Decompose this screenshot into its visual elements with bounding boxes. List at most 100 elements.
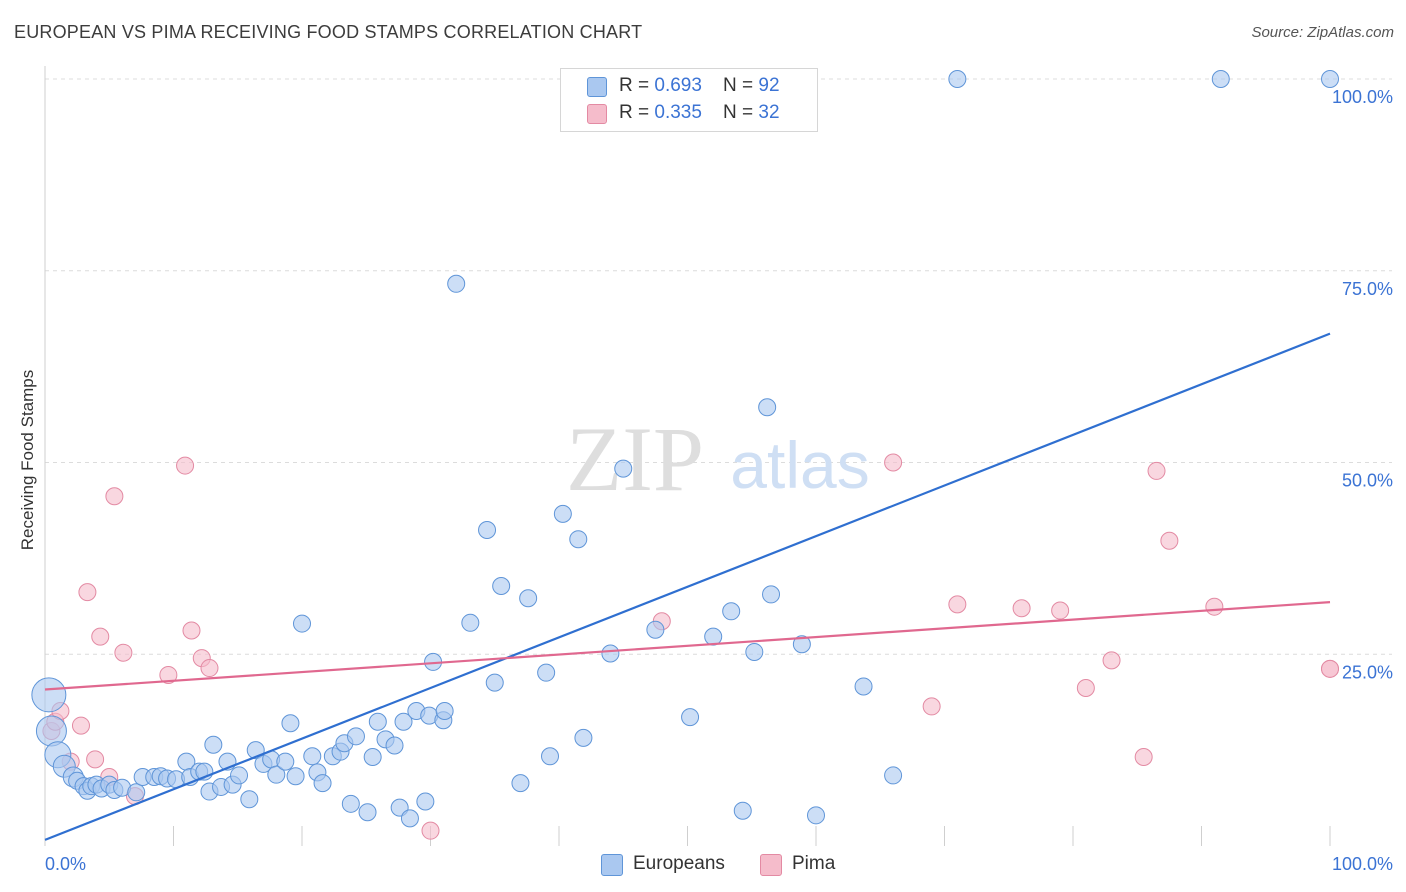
- pima-point: [1076, 678, 1095, 697]
- europeans-point: [435, 702, 454, 721]
- pima-point: [1205, 597, 1224, 616]
- europeans-point: [537, 663, 556, 682]
- europeans-point: [127, 783, 146, 802]
- europeans-point: [519, 589, 538, 608]
- europeans-point: [400, 809, 419, 828]
- pima-point: [1012, 599, 1031, 618]
- europeans-point: [363, 748, 382, 767]
- y-tick-label: 50.0%: [1342, 471, 1393, 491]
- europeans-point: [541, 747, 560, 766]
- europeans-point: [313, 774, 332, 793]
- europeans-point: [614, 459, 633, 478]
- europeans-point: [31, 677, 67, 713]
- europeans-point: [511, 774, 530, 793]
- europeans-legend-swatch: [601, 854, 623, 876]
- europeans-trend-line: [44, 332, 1331, 841]
- x-tick-label: 100.0%: [1332, 854, 1393, 874]
- y-axis-label-wrap: Receiving Food Stamps: [14, 260, 42, 660]
- europeans-point: [394, 712, 413, 731]
- europeans-point: [230, 766, 249, 785]
- europeans-point: [286, 767, 305, 786]
- pima-point: [1321, 659, 1339, 678]
- pima-point: [421, 821, 440, 840]
- europeans-point: [416, 792, 435, 811]
- europeans-point: [35, 715, 67, 747]
- pima-point: [91, 627, 110, 646]
- europeans-point: [341, 794, 360, 813]
- source-credit: Source: ZipAtlas.com: [1251, 24, 1394, 41]
- europeans-point: [461, 613, 480, 632]
- europeans-n-value: 92: [758, 75, 780, 96]
- europeans-point: [267, 765, 286, 784]
- pima-point: [71, 716, 90, 735]
- pima-point: [86, 750, 105, 769]
- y-tick-label: 100.0%: [1332, 87, 1393, 107]
- pima-point: [1102, 651, 1121, 670]
- europeans-point: [733, 801, 752, 820]
- europeans-point: [758, 398, 777, 417]
- europeans-point: [276, 752, 295, 771]
- pima-point: [948, 595, 967, 614]
- europeans-point: [478, 520, 497, 539]
- europeans-point: [385, 736, 404, 755]
- pima-swatch: [587, 104, 607, 124]
- europeans-point: [358, 803, 377, 822]
- europeans-point: [569, 530, 588, 549]
- europeans-point: [492, 576, 511, 595]
- europeans-point: [681, 708, 700, 727]
- chart-title: EUROPEAN VS PIMA RECEIVING FOOD STAMPS C…: [14, 22, 643, 42]
- europeans-point: [447, 274, 466, 293]
- pima-n-value: 32: [758, 102, 780, 123]
- europeans-point: [854, 677, 873, 696]
- europeans-point: [368, 712, 387, 731]
- europeans-point: [240, 790, 259, 809]
- europeans-swatch: [587, 77, 607, 97]
- europeans-point: [762, 585, 781, 604]
- pima-point: [176, 456, 195, 475]
- europeans-point: [293, 614, 311, 633]
- pima-legend-swatch: [760, 854, 782, 876]
- europeans-point: [574, 728, 593, 747]
- europeans-point: [346, 727, 365, 746]
- y-tick-label: 75.0%: [1342, 279, 1393, 299]
- pima-point: [114, 643, 133, 662]
- pima-point: [1134, 748, 1153, 767]
- pima-point: [884, 453, 903, 472]
- watermark-atlas: atlas: [730, 428, 869, 502]
- legend-europeans-text: R = 0.693 N = 92: [619, 75, 780, 96]
- pima-legend-label: Pima: [792, 853, 836, 874]
- europeans-point: [884, 766, 903, 785]
- pima-point: [182, 621, 201, 640]
- pima-point: [1147, 461, 1166, 480]
- europeans-point: [1211, 70, 1230, 88]
- europeans-point: [745, 642, 764, 661]
- europeans-point: [722, 602, 741, 621]
- europeans-point: [601, 644, 620, 663]
- x-tick-label: 0.0%: [45, 854, 86, 874]
- europeans-point: [1321, 70, 1339, 88]
- europeans-point: [807, 806, 825, 825]
- europeans-point: [646, 620, 665, 639]
- europeans-point: [553, 504, 572, 523]
- europeans-r-value: 0.693: [654, 75, 702, 96]
- y-axis-label: Receiving Food Stamps: [18, 369, 37, 551]
- europeans-legend-label: Europeans: [633, 853, 725, 874]
- y-tick-label: 25.0%: [1342, 662, 1393, 682]
- europeans-point: [303, 747, 322, 766]
- pima-point: [1160, 531, 1179, 550]
- pima-point: [159, 665, 178, 684]
- europeans-point: [281, 714, 300, 733]
- europeans-point: [485, 673, 504, 692]
- europeans-point: [204, 735, 223, 754]
- pima-trend-line: [44, 600, 1331, 691]
- europeans-point: [792, 635, 811, 654]
- watermark-zip: ZIP: [566, 408, 704, 510]
- europeans-point: [948, 70, 967, 88]
- pima-point: [78, 583, 97, 602]
- pima-point: [105, 487, 124, 506]
- pima-point: [922, 697, 941, 716]
- correlation-legend: R = 0.693 N = 92 R = 0.335 N = 32: [560, 68, 818, 132]
- pima-r-value: 0.335: [654, 102, 702, 123]
- legend-pima-text: R = 0.335 N = 32: [619, 102, 780, 123]
